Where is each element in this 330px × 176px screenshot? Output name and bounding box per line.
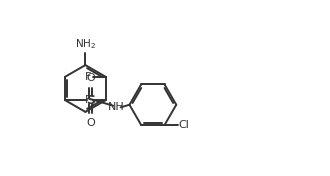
- Text: Cl: Cl: [179, 120, 190, 130]
- Text: F: F: [85, 72, 91, 82]
- Text: NH: NH: [108, 102, 125, 112]
- Text: O: O: [86, 118, 95, 128]
- Text: F: F: [85, 95, 91, 105]
- Text: NH$_2$: NH$_2$: [75, 37, 96, 51]
- Text: S: S: [86, 94, 95, 107]
- Text: O: O: [86, 73, 95, 83]
